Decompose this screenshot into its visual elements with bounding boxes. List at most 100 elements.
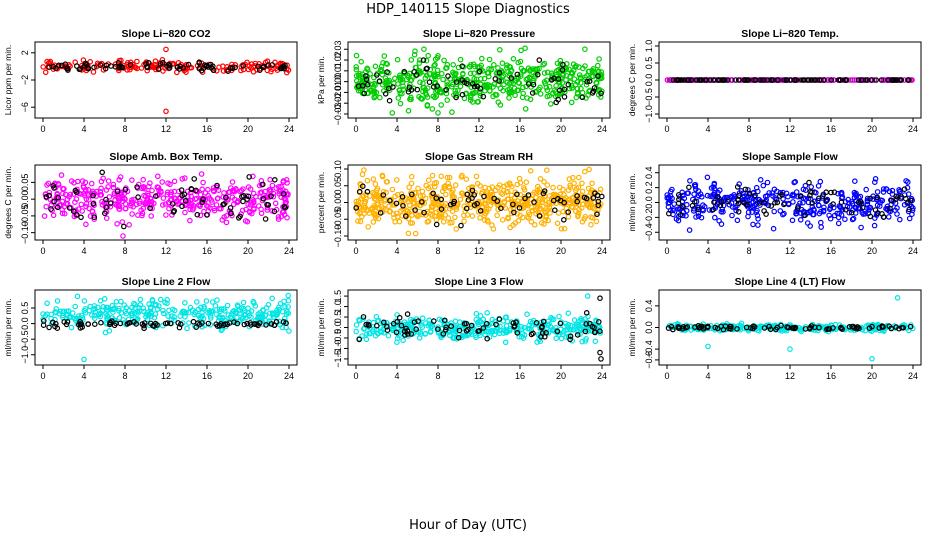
data-point [478, 55, 485, 62]
data-point [581, 194, 588, 201]
data-point [592, 338, 599, 345]
series-all-slopes [40, 292, 292, 363]
data-point [46, 64, 53, 70]
data-point [477, 208, 484, 214]
data-point [411, 69, 418, 75]
data-point [429, 172, 436, 179]
data-point [396, 87, 403, 93]
y-tick-label: −0.02 [333, 92, 343, 115]
data-point [484, 309, 491, 316]
data-point [506, 95, 512, 101]
data-point [450, 62, 457, 68]
data-point [734, 184, 741, 190]
data-point [391, 75, 398, 82]
data-point [195, 306, 202, 313]
data-point [591, 85, 598, 91]
data-point [781, 201, 787, 208]
data-point [486, 328, 493, 335]
data-point [755, 196, 762, 203]
data-point [458, 174, 465, 180]
data-point [687, 178, 693, 184]
data-point [143, 313, 149, 320]
x-tick-label: 12 [474, 371, 484, 381]
y-tick-label: −0.4 [644, 340, 654, 358]
data-point [528, 331, 535, 338]
data-point [356, 336, 363, 343]
data-point [867, 195, 874, 202]
data-point [579, 94, 586, 101]
data-point [165, 313, 171, 319]
data-point [220, 201, 226, 208]
data-point [550, 184, 556, 191]
data-point [70, 310, 76, 316]
x-tick-label: 4 [81, 371, 86, 381]
x-tick-label: 0 [40, 124, 45, 134]
data-point [367, 206, 374, 213]
data-point [419, 315, 426, 322]
data-point [163, 108, 169, 115]
data-point [283, 199, 289, 205]
chart-title: Slope Line 4 (LT) Flow [735, 276, 846, 288]
data-point [429, 75, 435, 82]
chart-panel-9: Slope Line 4 (LT) Flow ml/min per min. 0 4 8… [627, 276, 922, 381]
data-point [570, 174, 576, 181]
series-hourly [665, 322, 914, 333]
data-point [245, 193, 252, 200]
data-point [408, 173, 415, 180]
data-point [182, 299, 188, 306]
data-point [453, 79, 460, 85]
data-point [466, 63, 473, 70]
data-point [544, 182, 551, 188]
data-point [430, 93, 437, 100]
data-point [675, 206, 682, 212]
data-point [43, 203, 50, 210]
data-point [356, 316, 362, 323]
data-point [372, 63, 379, 70]
data-point [901, 202, 908, 208]
data-point [366, 322, 372, 329]
x-tick-label: 0 [664, 246, 669, 256]
data-point [423, 72, 430, 79]
data-point [886, 188, 893, 195]
y-tick-label: 0.0 [20, 317, 30, 330]
data-point [406, 84, 413, 91]
data-point [61, 210, 68, 217]
data-point [774, 188, 780, 195]
data-point [859, 204, 866, 211]
data-point [126, 222, 132, 228]
data-point [704, 192, 711, 199]
data-point [449, 109, 455, 115]
data-point [556, 313, 562, 320]
data-point [441, 317, 448, 324]
data-point [360, 314, 367, 320]
data-point [111, 305, 117, 312]
data-point [828, 189, 834, 196]
data-point [234, 199, 240, 206]
data-point [761, 208, 767, 214]
data-point [693, 214, 699, 220]
x-axis-label: Hour of Day (UTC) [409, 518, 527, 533]
data-point [489, 329, 496, 335]
data-point [849, 216, 856, 223]
data-point [380, 189, 387, 195]
data-point [561, 94, 568, 100]
data-point [397, 100, 404, 107]
data-point [482, 83, 489, 90]
data-point [560, 217, 567, 223]
x-tick-label: 24 [597, 371, 607, 381]
data-point [806, 209, 812, 216]
data-point [157, 296, 164, 303]
data-point [542, 197, 548, 203]
data-point [399, 194, 406, 200]
data-point [59, 190, 66, 197]
data-point [905, 77, 912, 83]
data-point [184, 325, 190, 332]
data-point [787, 77, 793, 83]
data-point [395, 81, 401, 87]
data-point [127, 62, 134, 68]
data-point [159, 179, 166, 185]
data-point [380, 319, 387, 326]
data-point [537, 91, 544, 97]
data-point [459, 63, 466, 69]
